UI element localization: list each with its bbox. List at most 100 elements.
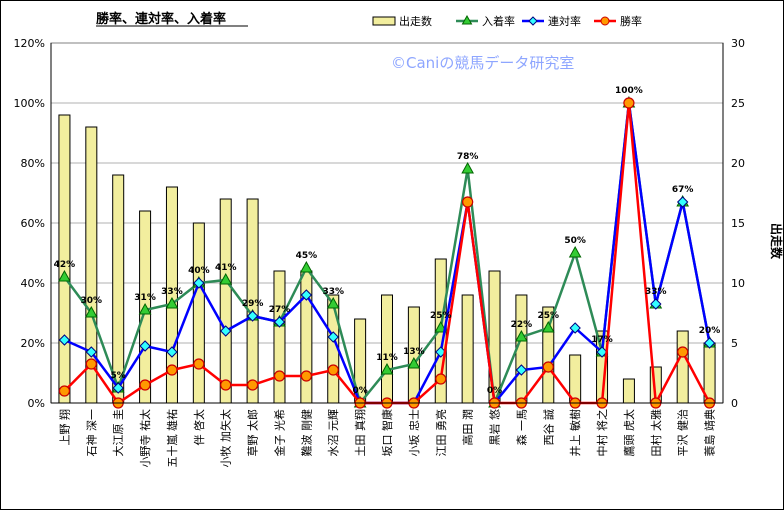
- y1-tick-label: 100%: [14, 97, 45, 110]
- data-label: 13%: [403, 347, 425, 357]
- legend-label: 勝率: [620, 14, 642, 28]
- bar-出走数: [676, 330, 689, 404]
- bar-出走数: [622, 378, 635, 404]
- legend-item-出走数: 出走数: [372, 14, 432, 28]
- y2-tick-label: 20: [731, 157, 745, 170]
- legend-label: 連対率: [548, 14, 581, 28]
- data-label: 33%: [322, 287, 344, 297]
- marker-勝率: [193, 358, 205, 370]
- y2-tick-label: 30: [731, 37, 745, 50]
- data-label: 25%: [538, 311, 560, 321]
- marker-連対率: [139, 340, 151, 352]
- marker-勝率: [327, 364, 339, 376]
- marker-入着率: [568, 245, 582, 258]
- data-label: 78%: [457, 152, 479, 162]
- marker-勝率: [542, 361, 554, 373]
- x-tick-label: 黒岩 悠: [488, 409, 502, 446]
- marker-入着率: [58, 269, 71, 282]
- marker-入着率: [138, 302, 152, 315]
- data-label: 20%: [699, 326, 721, 336]
- data-label: 33%: [161, 287, 183, 297]
- data-label: 50%: [564, 236, 586, 246]
- marker-入着率: [165, 296, 179, 309]
- data-label: 100%: [615, 86, 643, 96]
- data-label: 45%: [296, 251, 318, 261]
- marker-連対率: [676, 196, 689, 208]
- marker-入着率: [541, 320, 555, 333]
- data-label: 5%: [111, 371, 126, 381]
- data-label: 67%: [672, 185, 694, 195]
- watermark-text: ©Caniの競馬データ研究室: [391, 54, 574, 72]
- marker-連対率: [703, 337, 716, 349]
- legend-label: 入着率: [482, 14, 515, 28]
- data-label: 22%: [511, 320, 533, 330]
- marker-連対率: [112, 382, 124, 394]
- marker-連対率: [327, 331, 339, 343]
- x-tick-label: 小牧 加矢太: [219, 409, 233, 468]
- marker-連対率: [300, 289, 313, 301]
- data-label: 0%: [487, 386, 502, 396]
- y1-tick-label: 20%: [21, 337, 45, 350]
- x-tick-label: 大江原 圭: [111, 409, 125, 457]
- marker-勝率: [435, 373, 447, 385]
- marker-勝率: [166, 364, 178, 376]
- data-label: 11%: [376, 353, 398, 363]
- x-tick-label: 高田 潤: [461, 409, 475, 446]
- marker-勝率: [273, 370, 286, 382]
- legend-item-入着率: 入着率: [456, 14, 515, 28]
- data-label: 30%: [81, 296, 103, 306]
- data-labels: 42% 30% 5% 31% 33% 40% 41% 29% 27% 45% 33% 0% 11% 13%…: [54, 86, 721, 396]
- marker-連対率: [166, 346, 178, 358]
- x-tick-label: 五十嵐 雄祐: [165, 409, 179, 468]
- x-tick-label: 草野 太郎: [246, 409, 260, 457]
- marker-連対率: [220, 325, 232, 337]
- y1-tick-label: 120%: [14, 37, 45, 50]
- x-tick-label: 坂口 智康: [380, 409, 394, 457]
- x-tick-label: 伴 啓太: [192, 409, 206, 446]
- marker-連対率: [273, 316, 286, 328]
- marker-連対率: [246, 310, 259, 322]
- marker-入着率: [84, 305, 98, 318]
- x-tick-label: 中村 将之: [595, 409, 609, 457]
- marker-連対率: [58, 334, 71, 346]
- y2-tick-label: 5: [731, 337, 738, 350]
- data-label: 0%: [352, 386, 367, 396]
- legend: 出走数 入着率 連対率 勝率: [372, 14, 642, 28]
- y1-tick-label: 0%: [28, 397, 45, 410]
- marker-入着率: [434, 320, 448, 333]
- marker-連対率: [193, 277, 205, 289]
- marker-入着率: [326, 296, 340, 309]
- marker-勝率: [300, 370, 312, 382]
- y2-tick-label: 15: [731, 217, 745, 230]
- y2-tick-label: 0: [731, 397, 738, 410]
- data-label: 17%: [591, 335, 613, 345]
- marker-入着率: [461, 161, 474, 174]
- marker-勝率: [247, 379, 259, 391]
- y1-tick-label: 40%: [21, 277, 45, 290]
- data-label: 29%: [242, 299, 264, 309]
- gridlines: [51, 102, 723, 344]
- legend-item-勝率: 勝率: [594, 14, 642, 28]
- marker-勝率: [85, 358, 97, 370]
- marker-勝率: [139, 379, 151, 391]
- marker-入着率: [515, 329, 528, 342]
- marker-連対率: [650, 298, 662, 310]
- y1-tick-label: 80%: [21, 157, 45, 170]
- x-tick-label: 田村 太雅: [649, 409, 663, 457]
- x-tick-label: 小野寺 祐太: [139, 409, 152, 468]
- marker-入着率: [219, 272, 233, 285]
- x-tick-label: 森 一馬: [514, 409, 528, 446]
- x-tick-label: 平沢 健治: [676, 409, 690, 457]
- legend-swatch-bar: [372, 16, 396, 26]
- x-tick-label: 蓑島 靖典: [703, 409, 717, 457]
- marker-勝率: [623, 97, 635, 109]
- x-tick-label: 小坂 忠士: [408, 409, 421, 457]
- legend-marker: [600, 16, 610, 26]
- legend-marker: [528, 16, 538, 26]
- x-tick-label: 金子 光希: [272, 409, 286, 457]
- bar-出走数: [219, 198, 232, 404]
- bar-出走数: [58, 114, 71, 404]
- data-label: 41%: [215, 263, 237, 273]
